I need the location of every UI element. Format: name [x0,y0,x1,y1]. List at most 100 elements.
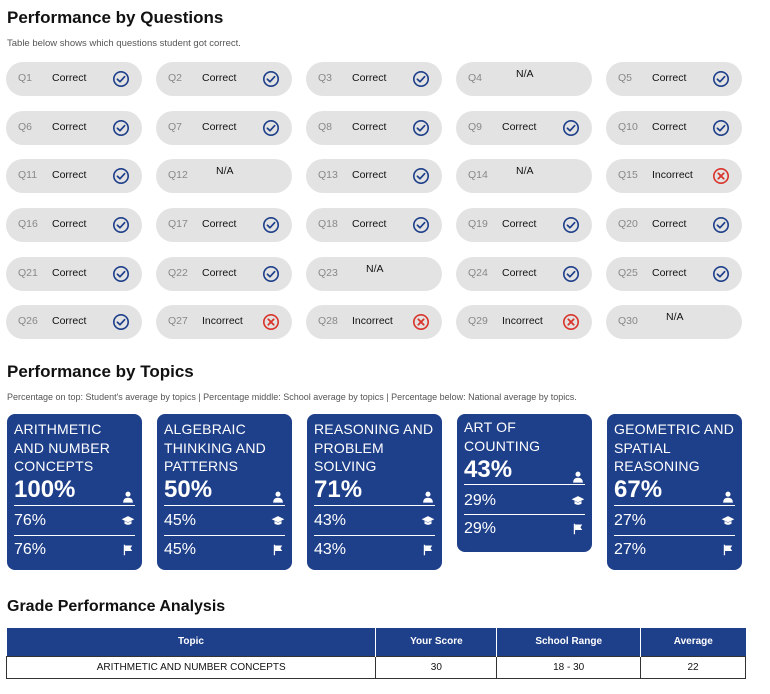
question-status: Correct [202,72,237,84]
question-number: Q4 [468,72,483,84]
question-pill: Q28 Incorrect [306,305,442,340]
question-number: Q9 [468,120,483,133]
questions-section-title: Performance by Questions [7,8,224,27]
school-percentage: 27% [614,512,647,529]
person-icon [421,483,435,503]
question-number: Q10 [618,120,638,133]
topic-row-school: 29% [464,487,585,515]
check-circle-icon [712,119,730,137]
topic-row-national: 45% [164,536,285,564]
x-circle-icon [262,313,280,331]
question-status: Correct [652,218,687,231]
question-status: Correct [352,72,387,84]
check-circle-icon [562,119,580,137]
question-number: Q13 [318,169,338,182]
person-icon [271,483,285,503]
question-number: Q29 [468,315,488,328]
check-circle-icon [412,167,430,185]
question-pill: Q30 N/A [606,305,742,340]
question-number: Q14 [468,169,488,182]
table-row: ARITHMETIC AND NUMBER CONCEPTS 30 18 - 3… [5,655,746,679]
grade-table-header-row: Topic Your Score School Range Average [6,628,746,656]
grade-header-school-range: School Range [496,628,642,656]
national-percentage: 43% [314,540,347,558]
grade-header-topic: Topic [6,628,377,656]
question-number: Q22 [168,266,188,279]
question-number: Q6 [18,120,33,133]
question-pill: Q1 Correct [6,62,142,96]
question-pill: Q26 Correct [6,305,142,340]
student-percentage: 43% [464,455,513,483]
grade-section-title: Grade Performance Analysis [7,598,226,615]
student-percentage: 67% [614,476,663,503]
grade-cell-average: 22 [640,655,746,679]
question-pill: Q15 Incorrect [606,159,742,194]
question-pill: Q19 Correct [456,208,592,243]
question-pill: Q13 Correct [306,159,442,194]
grade-table: Topic Your Score School Range Average AR… [5,628,746,679]
grade-header-average: Average [640,628,746,656]
check-circle-icon [262,265,280,283]
flag-icon [721,543,735,557]
question-status: Correct [52,218,87,231]
question-status: Correct [502,120,537,133]
question-number: Q12 [168,169,188,182]
question-number: Q11 [18,169,38,182]
question-status: Correct [52,266,87,279]
question-pill: Q12 N/A [156,159,292,194]
student-percentage: 50% [164,476,213,503]
question-status: Incorrect [202,315,243,328]
flag-icon [421,543,435,557]
topic-row-national: 27% [614,536,735,564]
x-circle-icon [712,167,730,185]
graduation-cap-icon [121,514,135,528]
flag-icon [571,522,585,536]
question-number: Q28 [318,315,338,328]
question-pill: Q21 Correct [6,256,142,291]
question-pill: Q8 Correct [306,110,442,145]
graduation-cap-icon [421,514,435,528]
question-pill: Q11 Correct [6,159,142,194]
questions-grid: Q1 Correct Q2 Correct Q3 Correct Q4 N/A Q5 Correc… [6,62,746,340]
check-circle-icon [112,265,130,283]
national-percentage: 27% [614,540,647,558]
graduation-cap-icon [571,494,585,508]
question-status: N/A [516,68,534,80]
topic-row-national: 76% [14,536,135,564]
topic-name: GEOMETRIC AND SPATIAL REASONING [614,421,735,474]
grade-cell-school-range: 18 - 30 [496,655,642,679]
topic-card: REASONING AND PROBLEM SOLVING 71% 43% 43% [307,414,442,570]
check-circle-icon [112,216,130,234]
question-pill: Q16 Correct [6,208,142,243]
national-percentage: 29% [464,520,497,537]
check-circle-icon [712,216,730,234]
question-status: Correct [652,266,687,279]
question-number: Q23 [318,266,338,279]
question-status: Correct [202,266,237,279]
question-status: Correct [52,315,87,328]
check-circle-icon [712,70,730,88]
check-circle-icon [412,70,430,88]
question-number: Q1 [18,72,33,84]
question-pill: Q5 Correct [606,62,742,96]
question-pill: Q2 Correct [156,62,292,96]
grade-cell-score: 30 [375,655,498,679]
question-status: Correct [652,120,687,133]
person-icon [571,463,585,483]
question-number: Q16 [18,218,38,231]
question-number: Q21 [18,266,38,279]
school-percentage: 43% [314,512,347,529]
question-number: Q26 [18,315,38,328]
check-circle-icon [412,216,430,234]
topic-card: ARITHMETIC AND NUMBER CONCEPTS 100% 76% 76% [7,414,142,570]
check-circle-icon [262,70,280,88]
question-number: Q15 [618,169,638,182]
student-percentage: 71% [314,476,363,503]
question-pill: Q3 Correct [306,62,442,96]
topic-card: ART OF COUNTING 43% 29% 29% [457,414,592,552]
topic-row-school: 76% [14,508,135,536]
check-circle-icon [562,216,580,234]
question-status: Correct [52,72,87,84]
check-circle-icon [112,119,130,137]
topic-row-student: 67% [614,476,735,506]
